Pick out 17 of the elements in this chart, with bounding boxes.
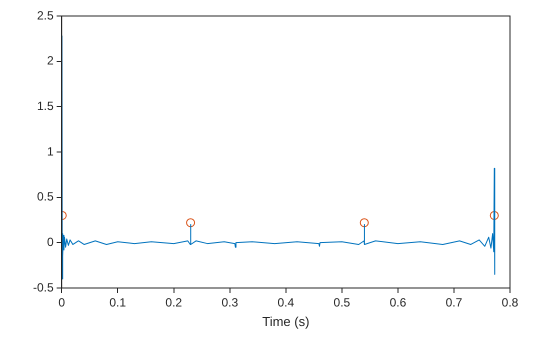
y-tick-label: 1.5 bbox=[36, 98, 54, 113]
y-tick-label: 0.5 bbox=[36, 190, 54, 204]
x-tick-label: 0.8 bbox=[502, 296, 519, 310]
y-tick-label: 2.5 bbox=[36, 8, 54, 22]
x-axis-title: Time (s) bbox=[262, 314, 310, 329]
x-tick-label: 0.4 bbox=[277, 296, 295, 310]
x-tick-label: 0.5 bbox=[334, 296, 351, 310]
x-tick-label: 0.3 bbox=[221, 296, 238, 310]
x-tick-label: 0.1 bbox=[109, 296, 126, 310]
y-tick-label: 1 bbox=[46, 144, 54, 158]
x-tick-label: 0.6 bbox=[390, 296, 407, 310]
y-tick-label: 2 bbox=[46, 54, 54, 68]
x-tick-label: 0.7 bbox=[446, 296, 463, 310]
y-tick-label: -0.5 bbox=[32, 280, 54, 294]
y-tick-label: 0 bbox=[46, 234, 54, 249]
x-tick-label: 0.2 bbox=[165, 296, 182, 310]
x-tick-label: 0 bbox=[58, 296, 66, 310]
